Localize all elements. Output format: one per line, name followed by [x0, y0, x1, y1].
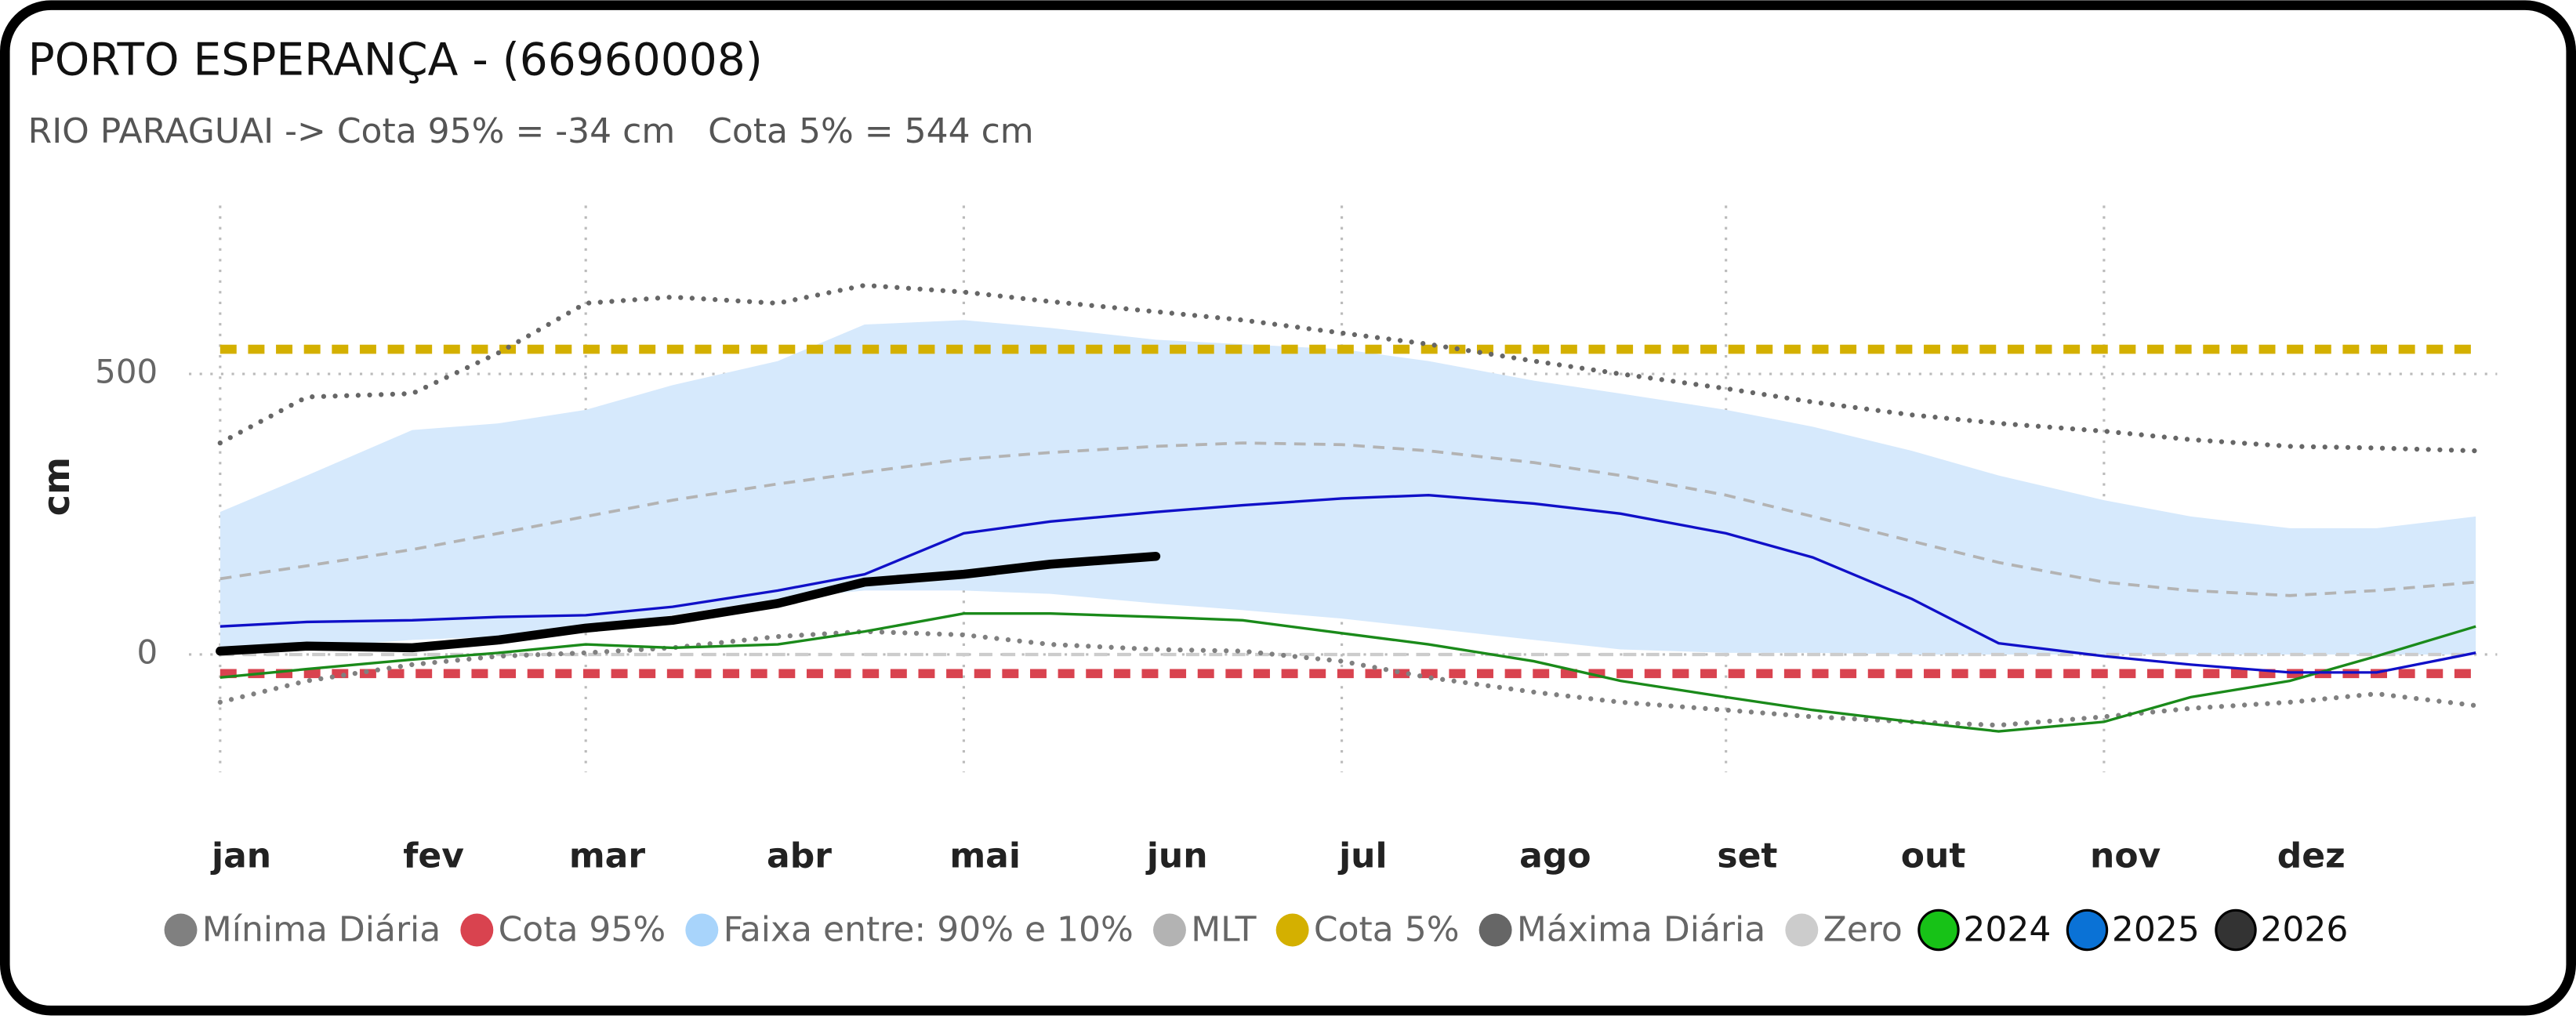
legend: Mínima Diária Cota 95% Faixa entre: 90% e …: [164, 908, 2348, 952]
x-tick-label: set: [1717, 836, 1777, 876]
x-tick-label: mai: [949, 836, 1021, 876]
legend-label: Faixa entre: 90% e 10%: [724, 910, 1134, 950]
y-tick-label: 0: [137, 633, 158, 671]
x-tick-label: dez: [2277, 836, 2346, 876]
legend-label: Cota 95%: [499, 910, 666, 950]
chart-subtitle: RIO PARAGUAI -> Cota 95% = -34 cm Cota 5…: [28, 111, 1034, 151]
legend-label: MLT: [1191, 910, 1256, 950]
legend-marker: [2066, 908, 2109, 952]
series-line: [220, 612, 2476, 733]
x-tick-label: nov: [2090, 836, 2161, 876]
legend-label: 2024: [1963, 910, 2051, 950]
series-line: [220, 493, 2476, 674]
plot-area: 0 500 jan fev mar abr mai jun jul ago set out nov dez: [95, 205, 2498, 876]
x-tick-label: mar: [569, 836, 646, 876]
x-tick-label: ago: [1519, 836, 1591, 876]
legend-marker: [164, 913, 198, 947]
x-tick-label: abr: [767, 836, 832, 876]
legend-marker: [1785, 913, 1819, 947]
legend-label: Zero: [1823, 910, 1903, 950]
legend-marker: [1917, 908, 1960, 952]
legend-label: Mínima Diária: [202, 910, 441, 950]
legend-marker: [2215, 908, 2257, 952]
legend-marker: [1275, 913, 1309, 947]
x-tick-label: jul: [1337, 836, 1388, 876]
band-area: [220, 320, 2476, 655]
y-axis-label: cm: [35, 457, 78, 516]
chart-title: PORTO ESPERANÇA - (66960008): [28, 34, 763, 86]
legend-marker: [1478, 913, 1512, 947]
legend-label: Máxima Diária: [1517, 910, 1765, 950]
series-line: [217, 282, 2479, 454]
legend-marker: [1153, 913, 1186, 947]
y-tick-label: 500: [95, 353, 158, 391]
legend-label: 2025: [2112, 910, 2200, 950]
x-tick-label: fev: [403, 836, 464, 876]
series-line: [220, 441, 2476, 597]
legend-marker: [460, 913, 494, 947]
x-tick-label: out: [1901, 836, 1966, 876]
x-tick-label: jun: [1145, 836, 1208, 876]
legend-label: 2026: [2260, 910, 2348, 950]
x-tick-label: jan: [210, 836, 271, 876]
legend-label: Cota 5%: [1314, 910, 1460, 950]
legend-marker: [685, 913, 719, 947]
series-line: [216, 551, 1161, 656]
series-line: [217, 629, 2479, 728]
